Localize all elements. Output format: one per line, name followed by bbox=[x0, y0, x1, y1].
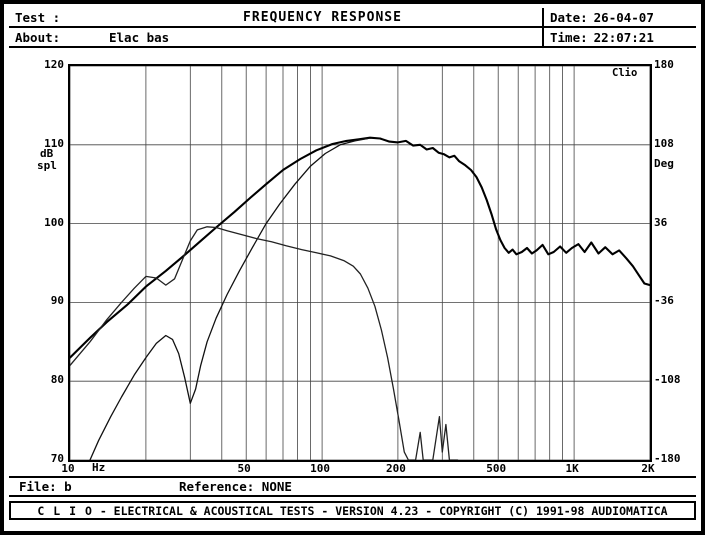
time-value: 22:07:21 bbox=[593, 29, 654, 45]
clio-watermark: Clio bbox=[612, 67, 638, 79]
y-axis-left-unit-db: dB bbox=[40, 147, 54, 160]
curve-curve_2 bbox=[89, 137, 369, 460]
file-field: File: b bbox=[19, 479, 72, 494]
y-axis-right-tick: -180 bbox=[654, 452, 681, 465]
page-title: FREQUENCY RESPONSE bbox=[243, 9, 402, 25]
date-value: 26-04-07 bbox=[593, 9, 654, 25]
x-axis-tick: 50 bbox=[237, 462, 251, 475]
header: Test : FREQUENCY RESPONSE Date: 26-04-07… bbox=[9, 8, 696, 48]
y-axis-right-unit-deg: Deg bbox=[654, 157, 674, 170]
x-axis-tick: 200 bbox=[386, 462, 406, 475]
header-row-2: About: Elac bas Time: 22:07:21 bbox=[9, 28, 696, 48]
x-axis-unit-hz: Hz bbox=[92, 461, 106, 474]
status-bar: File: b Reference: NONE bbox=[9, 476, 696, 497]
time-field: Time: 22:07:21 bbox=[542, 28, 696, 46]
file-value: b bbox=[64, 479, 72, 494]
x-axis-tick: 1K bbox=[565, 462, 579, 475]
y-axis-right-tick: 36 bbox=[654, 215, 668, 229]
time-label: Time: bbox=[550, 29, 588, 45]
reference-value: NONE bbox=[261, 479, 292, 494]
x-axis-tick: 2K bbox=[641, 462, 655, 475]
curve-curve_1 bbox=[70, 136, 650, 359]
plot-box bbox=[68, 64, 652, 462]
y-axis-left-tick: 100 bbox=[44, 215, 64, 229]
reference-label: Reference: bbox=[179, 479, 255, 494]
plot-svg bbox=[70, 66, 650, 460]
date-label: Date: bbox=[550, 9, 588, 25]
clio-brand: C L I O bbox=[37, 503, 93, 518]
y-axis-right-tick: 108 bbox=[654, 136, 674, 150]
y-axis-right-tick: 180 bbox=[654, 58, 674, 71]
y-axis-right-tick: -36 bbox=[654, 294, 674, 308]
header-row-1: Test : FREQUENCY RESPONSE Date: 26-04-07 bbox=[9, 8, 696, 28]
file-label: File: bbox=[19, 479, 57, 494]
x-axis-tick: 10 bbox=[61, 462, 75, 475]
about-value: Elac bas bbox=[109, 29, 170, 45]
x-axis-tick: 500 bbox=[486, 462, 507, 475]
about-label: About: bbox=[15, 29, 61, 45]
y-axis-left-unit-spl: spl bbox=[37, 159, 57, 172]
y-axis-left-tick: 90 bbox=[50, 294, 64, 308]
x-axis-tick: 100 bbox=[310, 462, 330, 475]
y-axis-left-tick: 110 bbox=[44, 136, 64, 150]
y-axis-left-tick: 80 bbox=[50, 373, 64, 387]
footer-bar: C L I O - ELECTRICAL & ACOUSTICAL TESTS … bbox=[9, 501, 696, 520]
footer-text: - ELECTRICAL & ACOUSTICAL TESTS - VERSIO… bbox=[92, 503, 668, 518]
curve-curve_3 bbox=[70, 226, 459, 460]
y-axis-left-tick: 70 bbox=[50, 452, 64, 465]
y-axis-right-tick: -108 bbox=[654, 373, 681, 387]
y-axis-left-tick: 120 bbox=[44, 58, 64, 71]
date-field: Date: 26-04-07 bbox=[542, 8, 696, 26]
reference-field: Reference: NONE bbox=[179, 479, 292, 494]
test-label: Test : bbox=[15, 9, 61, 25]
